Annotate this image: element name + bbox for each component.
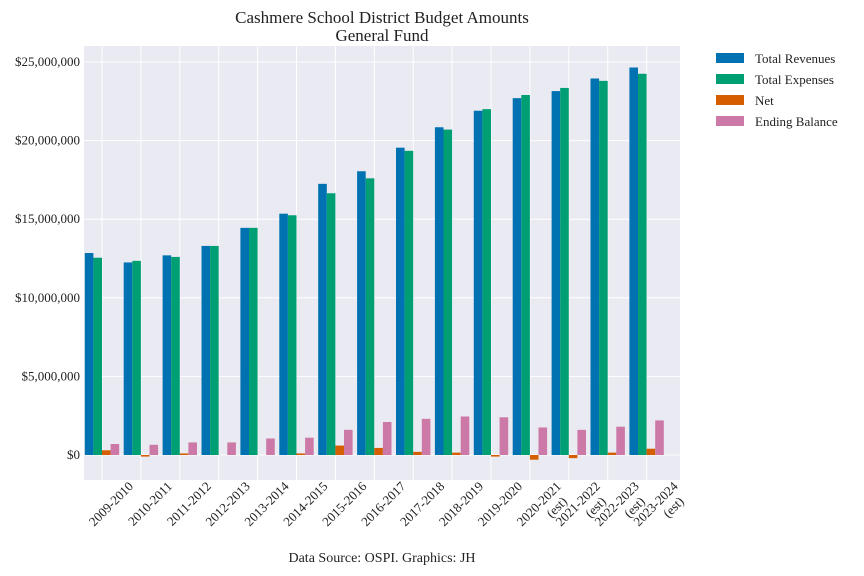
- bar-net: [179, 453, 189, 455]
- bar-total-expenses: [171, 256, 180, 455]
- bar-total-expenses: [210, 245, 219, 455]
- bar-ending-balance: [538, 427, 548, 455]
- y-tick-label: $25,000,000: [15, 54, 80, 69]
- bar-ending-balance: [616, 426, 625, 455]
- bar-total-revenues: [240, 227, 249, 455]
- bar-total-revenues: [84, 252, 94, 455]
- bar-ending-balance: [227, 442, 236, 455]
- legend-label: Total Revenues: [755, 51, 835, 66]
- bar-total-revenues: [629, 67, 638, 455]
- bar-ending-balance: [460, 416, 470, 455]
- bar-total-expenses: [93, 257, 102, 455]
- bar-total-revenues: [318, 183, 327, 455]
- bar-net: [646, 448, 656, 455]
- legend-label: Total Expenses: [755, 72, 834, 87]
- bar-total-revenues: [357, 171, 366, 455]
- bar-total-revenues: [123, 262, 133, 455]
- bar-total-revenues: [279, 213, 288, 455]
- bar-total-expenses: [482, 109, 491, 455]
- y-tick-label: $15,000,000: [15, 211, 80, 226]
- bar-total-revenues: [473, 110, 483, 456]
- bar-total-expenses: [287, 215, 297, 455]
- legend-swatch: [716, 74, 744, 84]
- bar-ending-balance: [382, 421, 392, 455]
- bar-total-revenues: [201, 245, 211, 455]
- bar-ending-balance: [266, 438, 275, 455]
- plot-area: [84, 46, 680, 480]
- bar-ending-balance: [149, 444, 159, 455]
- bar-ending-balance: [344, 429, 353, 455]
- x-axis-ticks: 2009-20102010-20112011-20122012-20132013…: [86, 478, 687, 529]
- legend-label: Net: [755, 93, 774, 108]
- y-tick-label: $0: [67, 447, 80, 462]
- chart-title: Cashmere School District Budget Amounts: [235, 8, 529, 27]
- bar-total-expenses: [365, 178, 375, 455]
- bar-ending-balance: [499, 417, 509, 455]
- bar-net: [335, 445, 344, 455]
- bar-net: [568, 455, 578, 459]
- bar-net: [413, 451, 422, 455]
- legend-label: Ending Balance: [755, 114, 838, 129]
- bar-total-expenses: [249, 227, 258, 455]
- legend-swatch: [716, 53, 744, 63]
- bar-total-revenues: [512, 98, 522, 455]
- bar-total-expenses: [521, 95, 530, 456]
- legend: Total Revenues Total Expenses Net Ending Ba…: [716, 51, 838, 129]
- bar-net: [607, 452, 617, 455]
- bar-ending-balance: [655, 420, 664, 455]
- bar-total-revenues: [590, 78, 600, 456]
- bar-total-expenses: [638, 73, 647, 455]
- y-tick-label: $5,000,000: [22, 368, 81, 383]
- bar-ending-balance: [110, 443, 120, 455]
- bar-net: [491, 455, 500, 457]
- bar-total-revenues: [434, 127, 444, 455]
- bar-total-expenses: [599, 80, 608, 455]
- bar-net: [140, 455, 150, 457]
- bar-net: [102, 450, 111, 455]
- source-note: Data Source: OSPI. Graphics: JH: [288, 551, 475, 566]
- bar-total-expenses: [443, 129, 453, 455]
- y-tick-label: $20,000,000: [15, 133, 80, 148]
- bar-net: [452, 452, 461, 455]
- bar-net: [529, 455, 539, 460]
- bar-total-expenses: [326, 193, 336, 455]
- legend-swatch: [716, 116, 744, 126]
- bar-total-expenses: [132, 260, 141, 455]
- bar-net: [374, 447, 383, 455]
- bar-total-expenses: [560, 87, 569, 456]
- y-axis-ticks: $0 $5,000,000 $10,000,000 $15,000,000 $20,00…: [15, 54, 80, 462]
- bar-net: [296, 453, 306, 455]
- bar-ending-balance: [305, 437, 314, 455]
- bar-total-revenues: [396, 147, 405, 455]
- y-tick-label: $10,000,000: [15, 290, 80, 305]
- legend-swatch: [716, 95, 744, 105]
- bar-ending-balance: [577, 429, 586, 455]
- bar-total-expenses: [404, 150, 414, 455]
- bar-ending-balance: [188, 442, 197, 455]
- bar-total-revenues: [551, 91, 561, 455]
- bar-total-revenues: [162, 255, 172, 455]
- bars: [84, 67, 664, 460]
- chart-subtitle: General Fund: [335, 26, 429, 45]
- bar-ending-balance: [421, 418, 431, 455]
